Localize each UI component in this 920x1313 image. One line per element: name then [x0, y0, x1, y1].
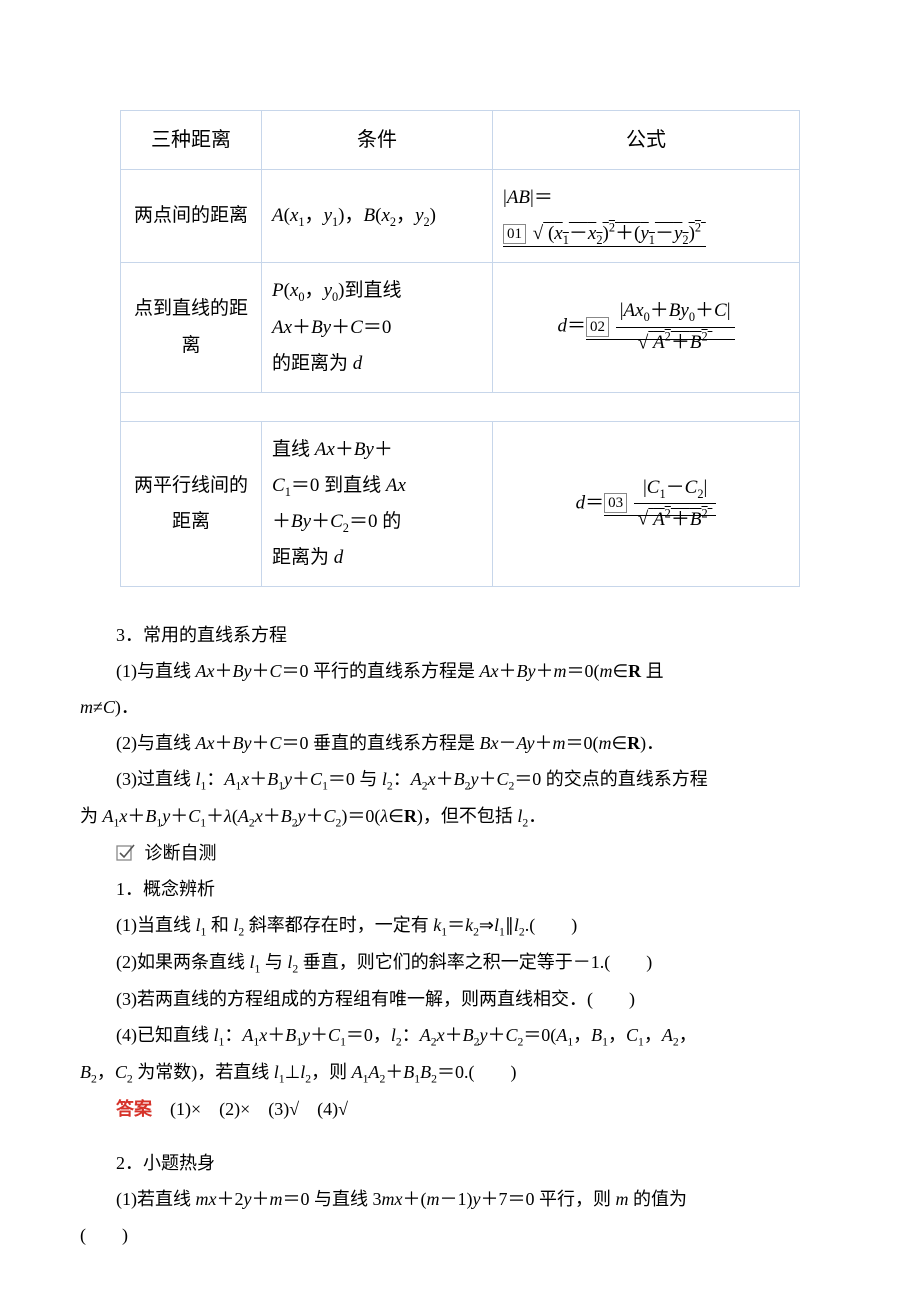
table-row: 两点间的距离 A(x1，y1)，B(x2，y2) |AB|＝01 √ (x1－x…: [121, 170, 800, 263]
table-row: 点到直线的距离 P(x0，y0)到直线Ax＋By＋C＝0的距离为 d d＝02 …: [121, 263, 800, 392]
p1-2: (2)如果两条直线 l1 与 l2 垂直，则它们的斜率之积一定等于－1.( ): [80, 944, 840, 981]
row-formula: |AB|＝01 √ (x1－x2)2＋(y1－y2)2: [493, 170, 800, 263]
row-cond: 直线 Ax＋By＋C1＝0 到直线 Ax＋By＋C2＝0 的距离为 d: [262, 421, 493, 587]
s3-item-3a: (3)过直线 l1：A1x＋B1y＋C1＝0 与 l2：A2x＋B2y＋C2＝0…: [80, 761, 840, 798]
th-cond: 条件: [262, 111, 493, 170]
answer-line: 答案 (1)× (2)× (3)√ (4)√: [80, 1091, 840, 1127]
p1-title: 1．概念辨析: [80, 871, 840, 907]
table-gap: [121, 392, 800, 421]
p1-4b: B2，C2 为常数)，若直线 l1⊥l2，则 A1A2＋B1B2＝0.( ): [80, 1054, 840, 1091]
row-name: 点到直线的距离: [121, 263, 262, 392]
answer-label: 答案: [116, 1099, 152, 1119]
p1-1: (1)当直线 l1 和 l2 斜率都存在时，一定有 k1＝k2⇒l1∥l2.( …: [80, 907, 840, 944]
table-row: 两平行线间的距离 直线 Ax＋By＋C1＝0 到直线 Ax＋By＋C2＝0 的距…: [121, 421, 800, 587]
s3-item-1: (1)与直线 Ax＋By＋C＝0 平行的直线系方程是 Ax＋By＋m＝0(m∈R…: [80, 653, 840, 689]
p2-1b: ( ): [80, 1217, 840, 1253]
section-3-title: 3．常用的直线系方程: [80, 617, 840, 653]
row-name: 两点间的距离: [121, 170, 262, 263]
th-name: 三种距离: [121, 111, 262, 170]
answer-body: (1)× (2)× (3)√ (4)√: [152, 1099, 348, 1119]
s3-item-3b: 为 A1x＋B1y＋C1＋λ(A2x＋B2y＋C2)＝0(λ∈R)，但不包括 l…: [80, 798, 840, 835]
body-text: 3．常用的直线系方程 (1)与直线 Ax＋By＋C＝0 平行的直线系方程是 Ax…: [80, 617, 840, 1253]
th-formula: 公式: [493, 111, 800, 170]
s3-item-2: (2)与直线 Ax＋By＋C＝0 垂直的直线系方程是 Bx－Ay＋m＝0(m∈R…: [80, 725, 840, 761]
s3-item-1b: m≠C)．: [80, 689, 840, 725]
row-cond: P(x0，y0)到直线Ax＋By＋C＝0的距离为 d: [262, 263, 493, 392]
p1-3: (3)若两直线的方程组成的方程组有唯一解，则两直线相交．( ): [80, 981, 840, 1017]
p1-4a: (4)已知直线 l1：A1x＋B1y＋C1＝0，l2：A2x＋B2y＋C2＝0(…: [80, 1017, 840, 1054]
p2-1a: (1)若直线 mx＋2y＋m＝0 与直线 3mx＋(m－1)y＋7＝0 平行，则…: [80, 1181, 840, 1217]
checkbox-pencil-icon: [116, 843, 145, 863]
row-formula: d＝02 |Ax0＋By0＋C|√ A2＋B2: [493, 263, 800, 392]
diagnostic-label: 诊断自测: [145, 843, 217, 863]
row-formula: d＝03 |C1－C2|√ A2＋B2: [493, 421, 800, 587]
row-name: 两平行线间的距离: [121, 421, 262, 587]
distance-formula-table: 三种距离 条件 公式 两点间的距离 A(x1，y1)，B(x2，y2) |AB|…: [120, 110, 800, 587]
p2-title: 2．小题热身: [80, 1145, 840, 1181]
diagnostic-heading: 诊断自测: [80, 835, 840, 871]
row-cond: A(x1，y1)，B(x2，y2): [262, 170, 493, 263]
